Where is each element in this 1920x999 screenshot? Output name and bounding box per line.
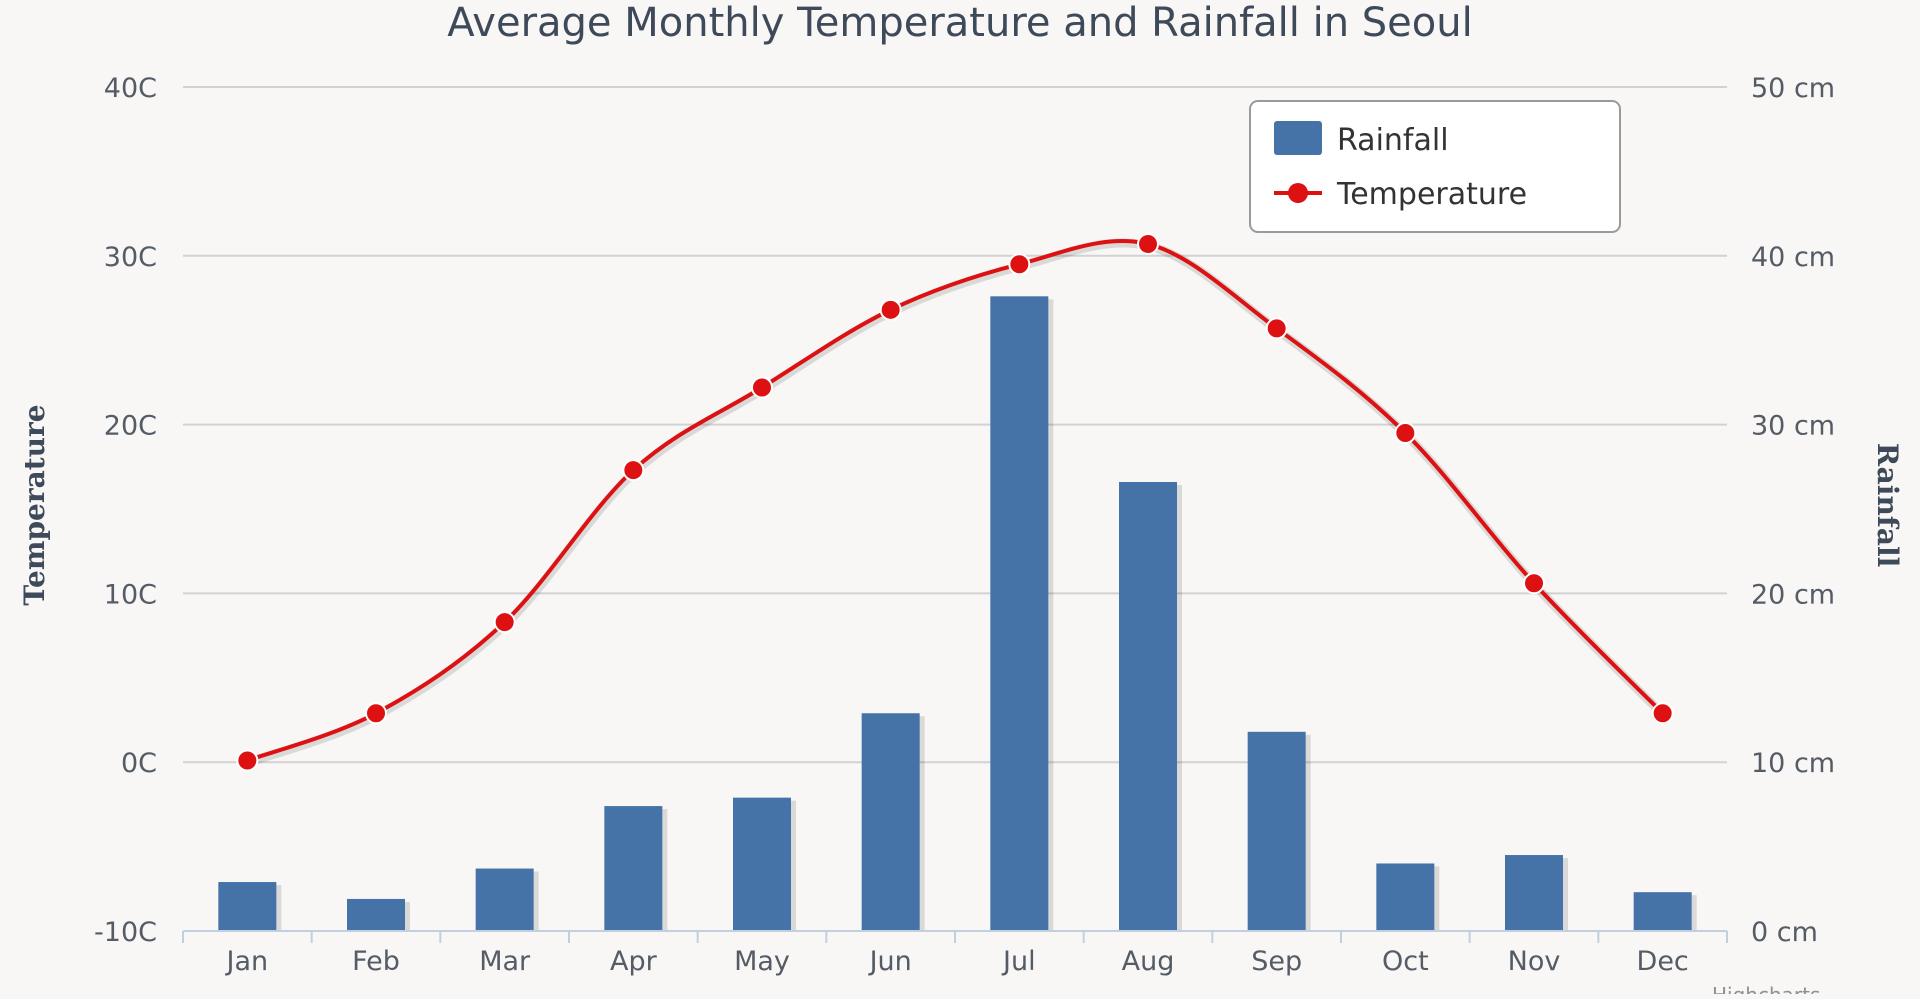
rainfall-bar <box>1505 855 1563 931</box>
legend[interactable]: Rainfall Temperature <box>1249 100 1621 233</box>
y-left-tick-label: 10C <box>104 579 157 610</box>
y-left-tick-label: -10C <box>94 917 157 948</box>
temperature-point <box>879 298 902 321</box>
rainfall-bar <box>218 882 277 931</box>
temperature-point <box>493 611 516 634</box>
temperature-line <box>246 239 1665 763</box>
y-right-tick-label: 0 cm <box>1751 917 1818 948</box>
line-layer <box>236 232 1674 772</box>
x-tick-label: Jul <box>1001 946 1036 977</box>
x-tick-label: Jan <box>225 946 269 977</box>
temperature-point <box>1008 253 1031 276</box>
x-tick-label: Feb <box>352 946 400 977</box>
bar-layer <box>218 296 1697 931</box>
temperature-point <box>1651 702 1674 725</box>
x-tick-label: Nov <box>1508 946 1561 977</box>
rainfall-bar <box>861 713 920 931</box>
x-tick-label: Apr <box>610 946 658 977</box>
y-left-tick-label: 20C <box>104 411 157 442</box>
x-tick-label: Dec <box>1637 946 1689 977</box>
legend-rainfall-swatch <box>1274 121 1322 155</box>
temperature-point <box>1394 422 1417 445</box>
y-axis-left-title: Temperature <box>18 404 51 605</box>
temperature-point <box>236 749 259 772</box>
rainfall-bar <box>475 868 534 931</box>
legend-temperature-marker <box>1288 183 1308 203</box>
y-left-tick-label: 0C <box>121 748 157 779</box>
rainfall-bar <box>1633 892 1692 931</box>
legend-rainfall-label[interactable]: Rainfall <box>1337 123 1449 158</box>
rainfall-bar <box>347 898 405 931</box>
x-tick-label: Mar <box>479 946 531 977</box>
x-tick-label: May <box>734 946 790 977</box>
temperature-point <box>751 376 773 399</box>
chart-credit[interactable]: Highcharts <box>1712 983 1820 999</box>
y-right-tick-label: 10 cm <box>1751 748 1835 779</box>
y-right-tick-label: 20 cm <box>1751 579 1835 610</box>
x-tick-label: Sep <box>1251 946 1302 977</box>
y-left-tick-label: 30C <box>104 242 157 273</box>
temperature-point <box>1523 572 1545 595</box>
y-axis-right-title: Rainfall <box>1871 443 1904 568</box>
y-right-tick-label: 50 cm <box>1751 73 1835 104</box>
legend-temperature-label[interactable]: Temperature <box>1336 177 1527 212</box>
rainfall-bar <box>990 296 1049 931</box>
x-tick-label: Oct <box>1382 946 1429 977</box>
rainfall-bar <box>733 797 791 931</box>
temperature-point <box>1265 317 1288 340</box>
rainfall-bar <box>1376 863 1435 931</box>
temperature-line-shadow <box>246 238 1667 767</box>
rainfall-bar <box>1247 731 1306 931</box>
temperature-point <box>1137 232 1159 255</box>
y-left-tick-label: 40C <box>104 73 157 104</box>
axis-layer: -10C 0C 10C 20C 30C 40C 0 cm 10 cm 20 cm 30 cm 40 … <box>94 73 1835 977</box>
y-right-tick-label: 30 cm <box>1751 411 1835 442</box>
legend-box <box>1249 100 1621 233</box>
temperature-point <box>365 702 387 725</box>
x-tick-label: Aug <box>1122 946 1175 977</box>
rainfall-bar <box>1119 481 1177 931</box>
y-right-tick-label: 40 cm <box>1751 242 1835 273</box>
rainfall-bar <box>604 806 663 931</box>
temperature-point <box>622 459 645 482</box>
x-tick-label: Jun <box>868 946 912 977</box>
chart-title: Average Monthly Temperature and Rainfall… <box>447 0 1472 46</box>
